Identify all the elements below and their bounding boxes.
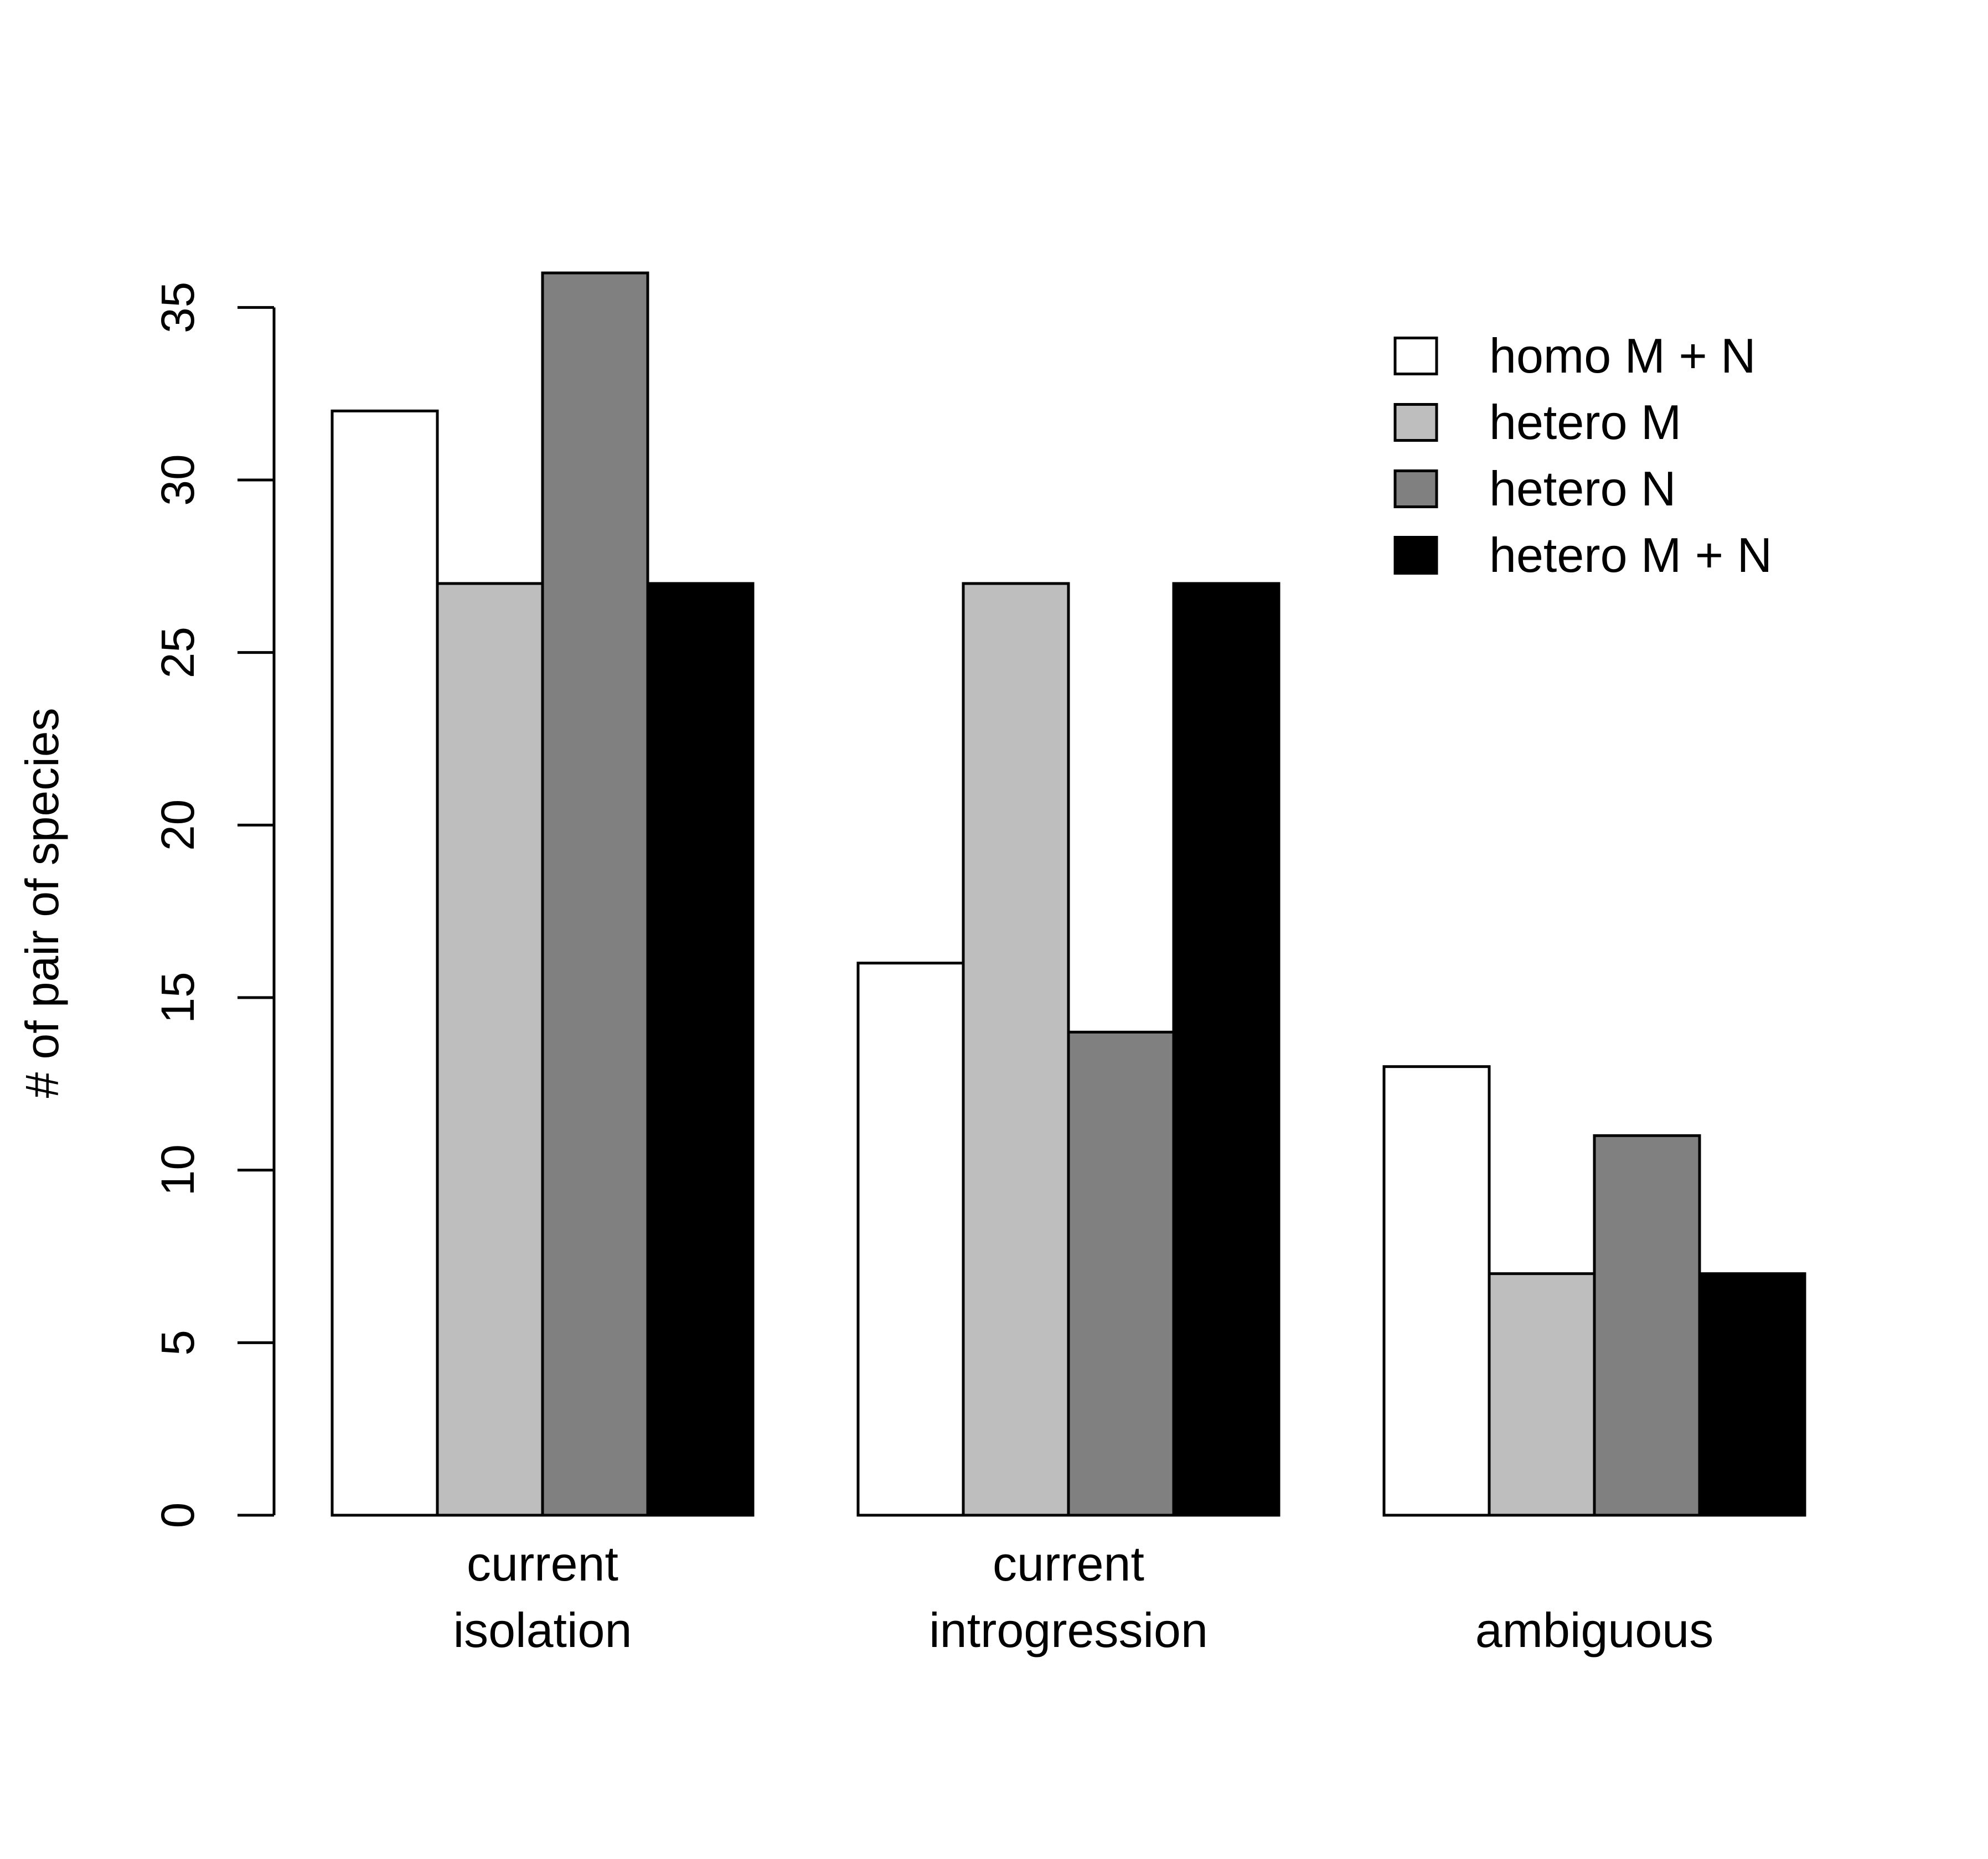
x-category-label-1-line-2: isolation — [453, 1603, 632, 1657]
bar-2-3 — [1067, 1030, 1175, 1517]
y-axis: 0 5 10 15 20 25 30 35 — [152, 282, 276, 1528]
y-tick-label-20: 20 — [152, 799, 204, 851]
legend-label-1: homo M + N — [1489, 328, 1756, 383]
legend-label-4: hetero M + N — [1489, 528, 1772, 582]
y-tick-label-5: 5 — [152, 1330, 204, 1356]
legend: homo M + N hetero M hetero N hetero M + N — [1393, 328, 1772, 582]
legend-swatch-3 — [1393, 469, 1438, 508]
y-tick-label-10: 10 — [152, 1144, 204, 1196]
y-tick-label-25: 25 — [152, 627, 204, 678]
bar-1-4 — [646, 582, 755, 1517]
bar-3-3 — [1593, 1134, 1701, 1517]
bar-2-4 — [1172, 582, 1280, 1517]
legend-label-2: hetero M — [1489, 395, 1681, 450]
bar-1-2 — [436, 582, 544, 1517]
y-axis-label: # of pair of species — [16, 708, 68, 1098]
legend-label-3: hetero N — [1489, 461, 1676, 516]
legend-swatch-1 — [1393, 337, 1438, 375]
bar-1-3 — [541, 271, 649, 1517]
y-tick-label-0: 0 — [152, 1502, 204, 1528]
bar-3-2 — [1488, 1272, 1596, 1517]
y-tick-label-15: 15 — [152, 972, 204, 1023]
bar-3-1 — [1382, 1065, 1491, 1517]
x-category-label-1-line-1: current — [467, 1536, 618, 1591]
x-category-label-2-line-1: current — [993, 1536, 1144, 1591]
bar-1-1 — [331, 409, 439, 1517]
x-axis-labels: current isolation current introgression ambi… — [453, 1536, 1714, 1657]
bar-3-4 — [1698, 1272, 1806, 1517]
x-category-label-3-line-1: ambiguous — [1475, 1603, 1714, 1657]
y-tick-label-35: 35 — [152, 282, 204, 333]
legend-swatch-2 — [1393, 403, 1438, 442]
bar-2-1 — [856, 962, 965, 1517]
legend-swatch-4 — [1393, 536, 1438, 575]
y-tick-label-30: 30 — [152, 454, 204, 505]
bar-2-2 — [962, 582, 1070, 1517]
bars-layer — [331, 271, 1806, 1517]
x-category-label-2-line-2: introgression — [929, 1603, 1208, 1657]
